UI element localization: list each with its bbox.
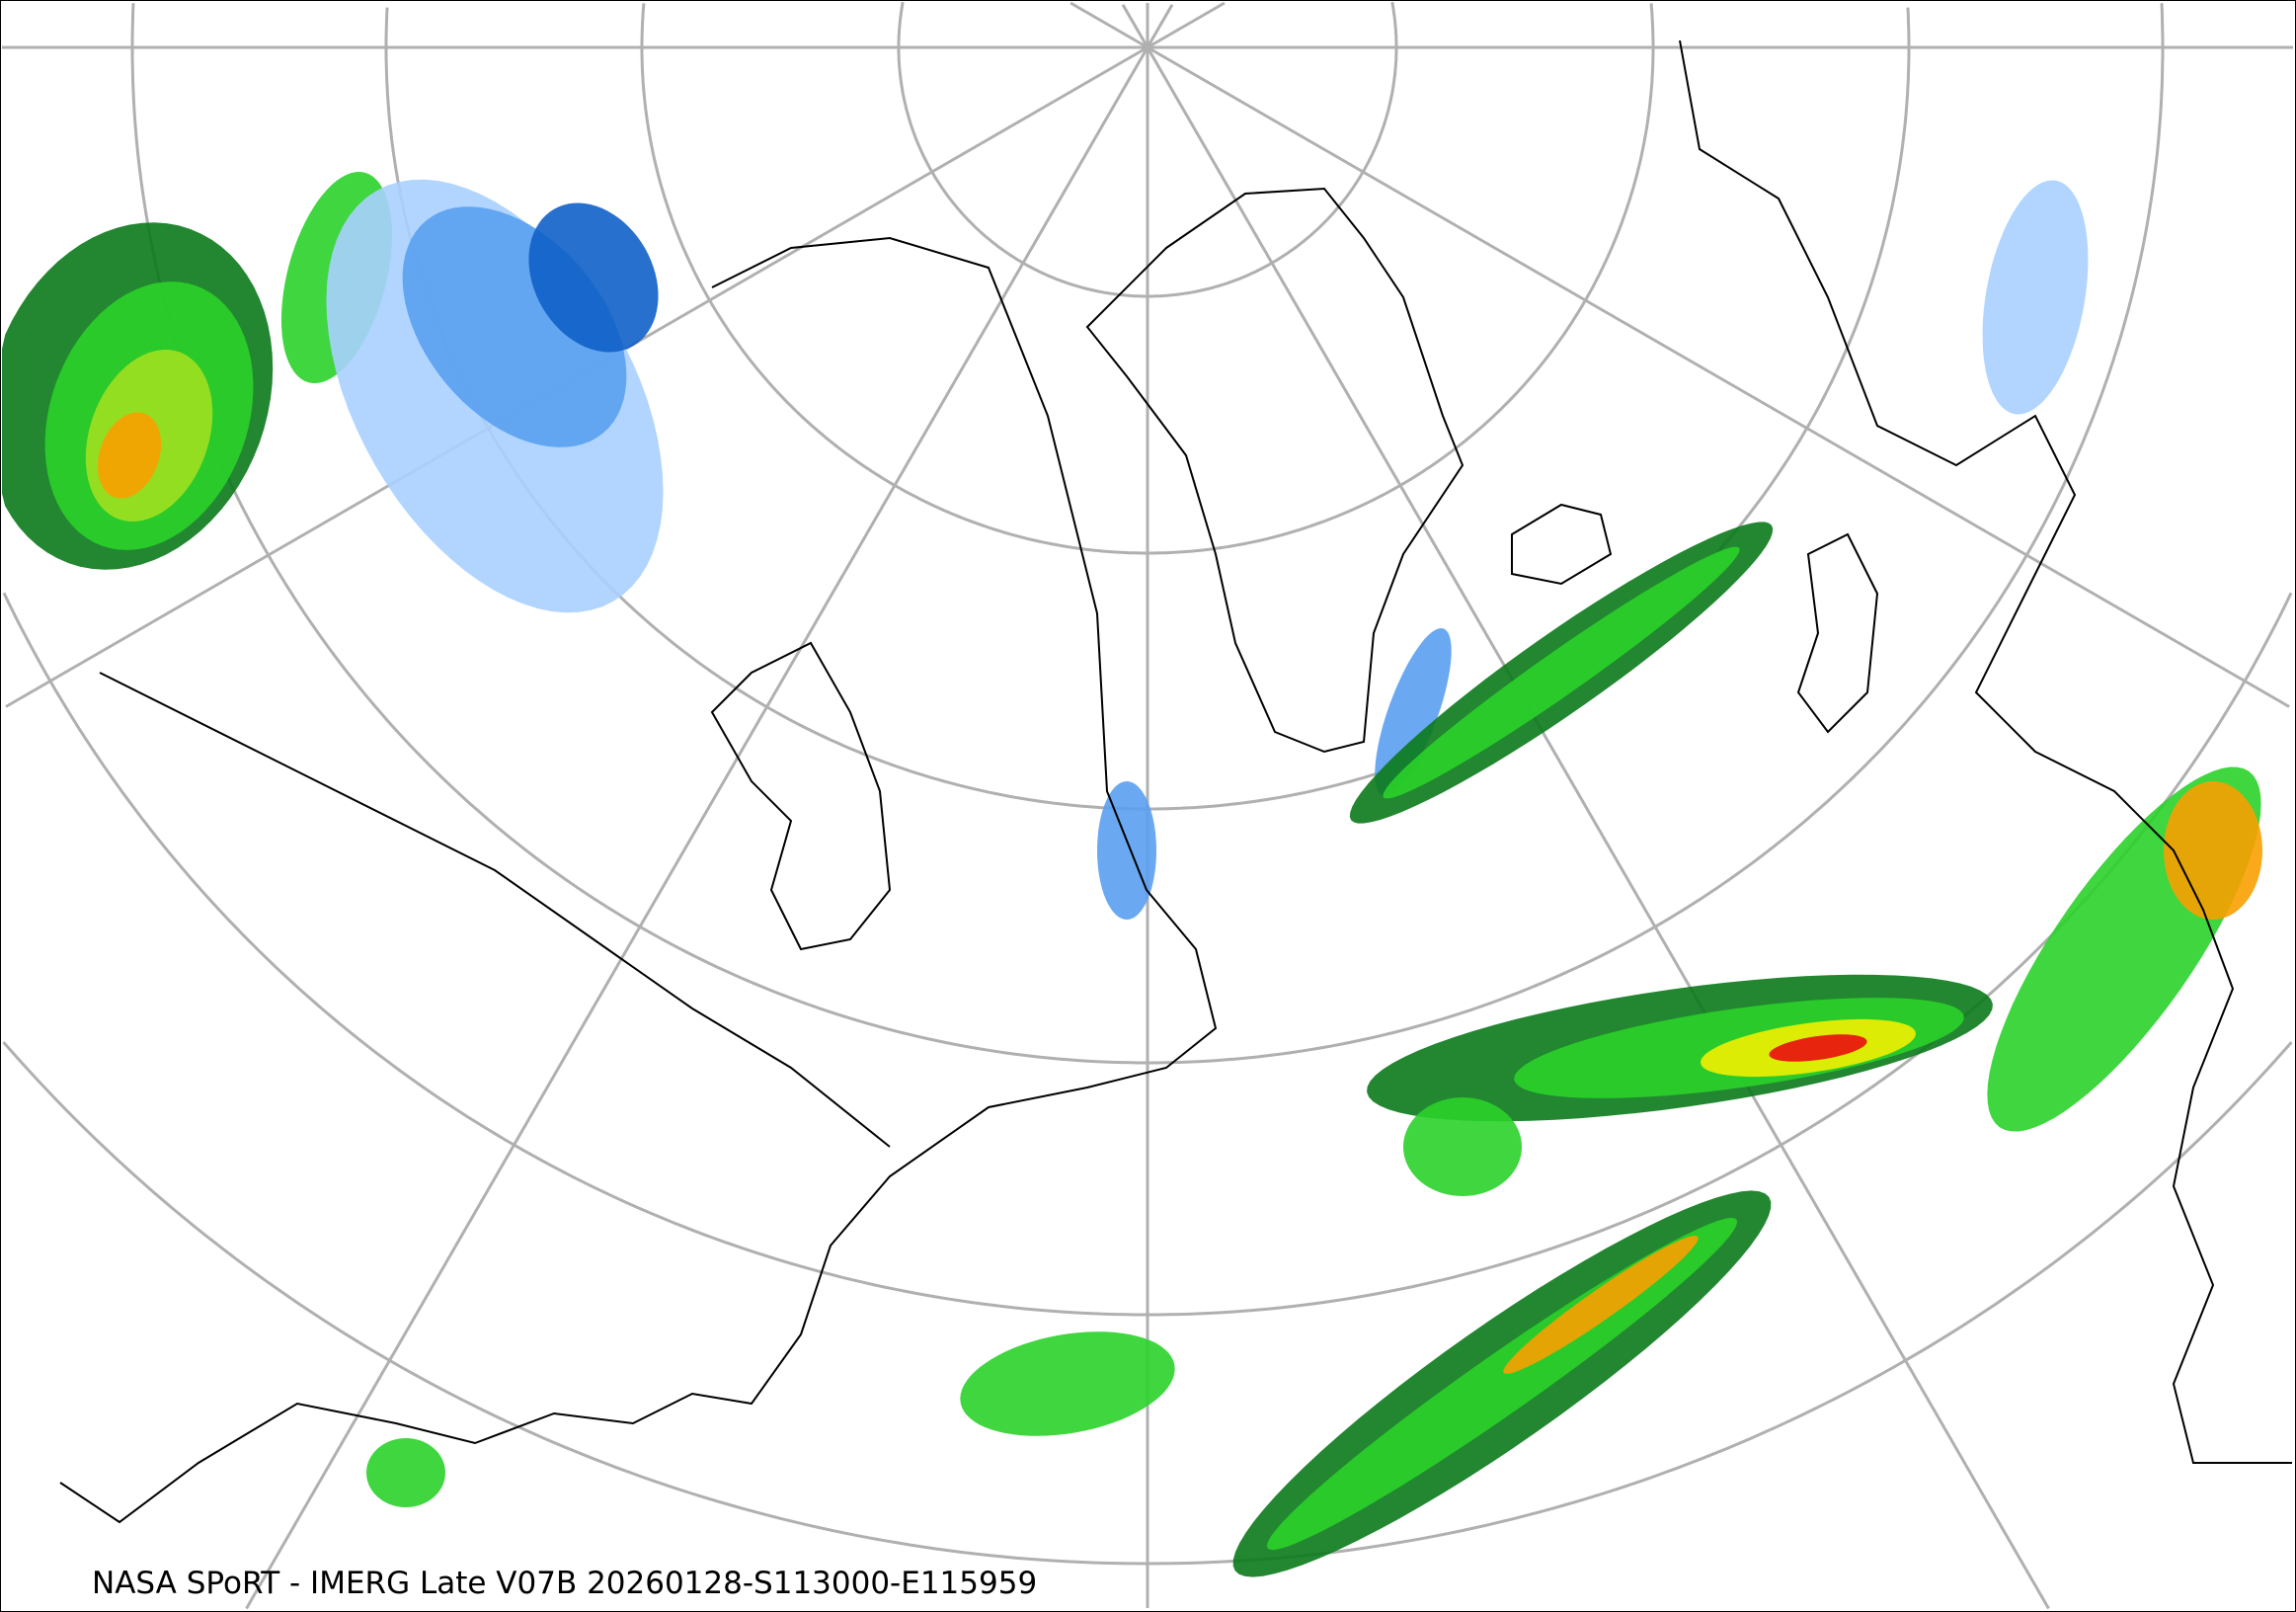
precip-gulf — [366, 1438, 445, 1507]
precip-mid-atlantic — [1403, 1097, 1522, 1196]
meridian-line — [1146, 3, 1174, 48]
hudson-bay — [710, 641, 892, 951]
greenland-outline — [1085, 187, 1465, 754]
meridian-line — [1147, 45, 2290, 708]
precip-east-atlantic — [2164, 781, 2262, 920]
latitude-circle — [897, 1, 1398, 298]
precip-off-east-coast — [960, 1331, 1175, 1436]
meridian-line — [1121, 3, 1149, 48]
product-caption: NASA SPoRT - IMERG Late V07B 20260128-S1… — [92, 1566, 1038, 1601]
precip-subtropical-band — [1503, 1236, 1699, 1374]
meridian-line — [1069, 1, 1148, 49]
meridian-line — [1147, 1, 1226, 49]
snow-greenland-coast — [1375, 628, 1452, 796]
north-america-coast — [59, 236, 1218, 1524]
latitude-circle — [640, 3, 1655, 555]
precip-central-atlantic — [1769, 1034, 1867, 1062]
europe-coast — [1679, 40, 2292, 1464]
latitude-circle — [130, 3, 2165, 1065]
precip-north-atlantic — [1383, 546, 1740, 799]
us-canada-border — [99, 672, 891, 1148]
britain-outline — [1796, 532, 1879, 734]
meridian-line — [245, 46, 1149, 1610]
meridian-line — [1146, 46, 2050, 1610]
snow-labrador — [1097, 781, 1156, 920]
iceland-outline — [1511, 503, 1613, 586]
precipitation-layer — [2, 172, 2262, 1577]
coastlines-borders — [59, 40, 2292, 1524]
snow-europe — [1982, 180, 2089, 415]
snow-western-canada — [528, 202, 659, 353]
precip-pacific — [97, 412, 162, 499]
